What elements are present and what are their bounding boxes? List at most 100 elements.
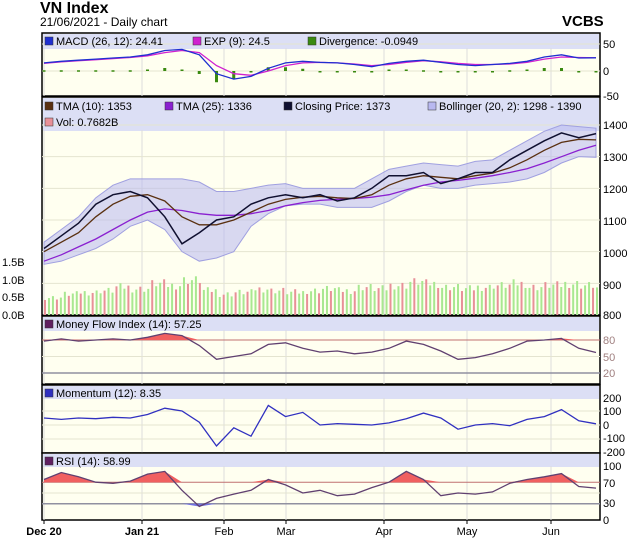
- volume-bar: [294, 289, 297, 315]
- rsi-legend-bg: [43, 454, 599, 467]
- volume-bar: [337, 287, 340, 315]
- money-flow-index-legend-label: Money Flow Index (14): 57.25: [56, 319, 202, 331]
- momentum-line: [43, 404, 597, 448]
- divergence-bar: [542, 68, 546, 71]
- volume-bar: [349, 293, 352, 315]
- volume-bar: [381, 285, 384, 315]
- brand-label: VCBS: [562, 13, 604, 30]
- price-tick-label: 1000: [603, 248, 627, 260]
- volume-bar: [492, 288, 495, 315]
- volume-bar: [238, 289, 241, 315]
- volume-bar: [167, 287, 170, 315]
- divergence-bar: [456, 71, 460, 73]
- price-tick-label: 1300: [603, 152, 627, 164]
- volume-bar: [437, 287, 440, 315]
- volume-bar: [484, 287, 487, 315]
- volume-bar: [544, 282, 547, 315]
- volume-bar: [524, 287, 527, 315]
- volume-bar: [576, 281, 579, 315]
- divergence-bar: [266, 67, 270, 71]
- divergence-bar: [387, 69, 391, 71]
- volume-bar: [119, 283, 122, 315]
- divergence-bar: [77, 70, 80, 72]
- volume-bar: [592, 287, 595, 315]
- volume-bar: [274, 293, 277, 315]
- momentum-tick-label: -100: [603, 433, 625, 445]
- volume-bar: [429, 285, 432, 315]
- macd-legend-swatch: [44, 36, 54, 46]
- volume-bar: [214, 289, 217, 315]
- volume-bar: [596, 287, 598, 315]
- volume-bar: [413, 278, 416, 315]
- volume-bar: [460, 291, 463, 315]
- volume-bar: [226, 292, 229, 315]
- volume-bar: [47, 298, 50, 315]
- volume-bar: [329, 291, 332, 315]
- volume-bar: [163, 279, 166, 315]
- volume-bar: [433, 281, 436, 315]
- price-legend-label: Closing Price: 1373: [295, 101, 390, 113]
- volume-bar: [254, 290, 257, 315]
- volume-tick-label: 0.0B: [2, 310, 25, 322]
- divergence-bar: [249, 71, 253, 73]
- volume-bar: [552, 284, 555, 315]
- x-axis-tick-label: Dec 20: [26, 526, 61, 538]
- volume-bar: [302, 291, 305, 315]
- volume-bar: [449, 290, 452, 315]
- volume-bar: [318, 293, 321, 315]
- volume-bar: [508, 284, 511, 315]
- volume-bar: [234, 292, 237, 315]
- price-legend-label: TMA (10): 1353: [56, 101, 132, 113]
- volume-bar: [258, 287, 261, 315]
- volume-bar: [584, 285, 587, 315]
- momentum-tick-label: 200: [603, 393, 621, 405]
- volume-bar: [560, 287, 563, 315]
- volume-bar: [345, 289, 348, 315]
- volume-bar: [397, 286, 400, 315]
- volume-bar: [588, 282, 591, 315]
- divergence-bar: [59, 70, 63, 72]
- price-tick-label: 1100: [603, 216, 627, 228]
- momentum-tick-label: -200: [603, 447, 625, 459]
- chart-title: VN Index: [40, 0, 109, 17]
- money-flow-index-tick-label: 50: [603, 352, 615, 364]
- divergence-bar: [577, 71, 581, 73]
- volume-bar: [143, 291, 146, 315]
- volume-bar: [532, 284, 535, 315]
- volume-bar: [111, 292, 114, 315]
- divergence-bar: [128, 70, 132, 72]
- volume-bar: [377, 288, 380, 315]
- volume-bar: [310, 291, 313, 315]
- volume-bar: [75, 291, 78, 315]
- volume-bar: [282, 287, 285, 315]
- price-legend-swatch: [427, 101, 437, 111]
- volume-bar: [51, 296, 54, 315]
- tma10-line: [43, 138, 597, 253]
- rsi-overbought-area: [44, 471, 596, 483]
- macd-legend-swatch: [192, 36, 202, 46]
- volume-bar: [79, 293, 82, 315]
- money-flow-index-legend-bg: [43, 317, 599, 331]
- macd-legend-label: Divergence: -0.0949: [319, 36, 418, 48]
- money-flow-index-overbought-area: [44, 333, 596, 340]
- volume-bar: [365, 287, 368, 315]
- volume-bar: [175, 289, 178, 315]
- x-axis-tick-label: Jan 21: [125, 526, 159, 538]
- volume-bar: [453, 287, 456, 315]
- macd-legend-label: MACD (26, 12): 24.41: [56, 36, 163, 48]
- volume-bar: [472, 290, 475, 315]
- volume-tick-label: 1.5B: [2, 257, 25, 269]
- volume-bar: [139, 286, 142, 315]
- divergence-bar: [232, 71, 236, 79]
- money-flow-index-tick-label: 80: [603, 335, 615, 347]
- volume-bar: [186, 284, 189, 315]
- volume-bar: [135, 289, 138, 315]
- volume-legend-label: Vol: 0.7682B: [56, 117, 118, 129]
- volume-bar: [44, 299, 46, 315]
- divergence-bar: [370, 71, 374, 73]
- volume-bar: [516, 285, 519, 315]
- divergence-bar: [94, 70, 98, 72]
- volume-bar: [401, 282, 404, 315]
- divergence-bar: [353, 71, 356, 73]
